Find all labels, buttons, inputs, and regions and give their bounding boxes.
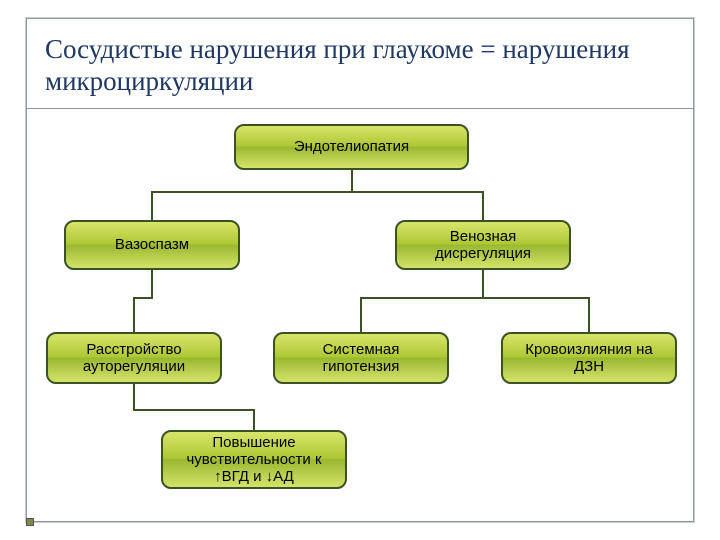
node-n2: Вазоспазм <box>64 220 240 270</box>
connector-lines <box>26 114 694 522</box>
node-n1: Эндотелиопатия <box>234 124 469 170</box>
diagram-area: Эндотелиопатия Вазоспазм Венозная дисрегул… <box>26 114 694 522</box>
corner-decoration <box>26 518 34 526</box>
node-n6: Кровоизлияния на ДЗН <box>501 332 677 384</box>
node-n7: Повышение чувствительности к ↑ВГД и ↓АД <box>161 430 347 489</box>
node-n3: Венозная дисрегуляция <box>395 220 571 270</box>
slide-title: Сосудистые нарушения при глаукоме = нару… <box>45 33 675 98</box>
node-n4: Расстройство ауторегуляции <box>46 332 222 384</box>
title-block: Сосудистые нарушения при глаукоме = нару… <box>27 19 693 109</box>
node-n5: Системная гипотензия <box>273 332 449 384</box>
